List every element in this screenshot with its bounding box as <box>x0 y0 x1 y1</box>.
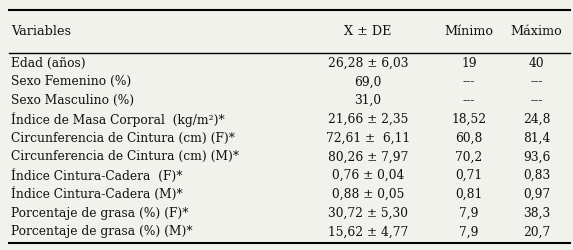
Text: 40: 40 <box>529 57 544 70</box>
Text: Mínimo: Mínimo <box>445 25 493 38</box>
Text: 15,62 ± 4,77: 15,62 ± 4,77 <box>328 226 408 238</box>
Text: Circunferencia de Cintura (cm) (M)*: Circunferencia de Cintura (cm) (M)* <box>11 150 240 164</box>
Text: 60,8: 60,8 <box>456 132 482 144</box>
Text: Sexo Femenino (%): Sexo Femenino (%) <box>11 75 132 88</box>
Text: 38,3: 38,3 <box>523 206 550 220</box>
Text: 69,0: 69,0 <box>354 75 382 88</box>
Text: 30,72 ± 5,30: 30,72 ± 5,30 <box>328 206 408 220</box>
Text: X ± DE: X ± DE <box>344 25 392 38</box>
Text: 81,4: 81,4 <box>523 132 550 144</box>
Text: 18,52: 18,52 <box>452 113 486 126</box>
Text: 0,76 ± 0,04: 0,76 ± 0,04 <box>332 169 404 182</box>
Text: Edad (años): Edad (años) <box>11 57 86 70</box>
Text: Porcentaje de grasa (%) (F)*: Porcentaje de grasa (%) (F)* <box>11 206 189 220</box>
Text: ---: --- <box>463 75 475 88</box>
Text: Índice de Masa Corporal  (kg/m²)*: Índice de Masa Corporal (kg/m²)* <box>11 112 225 127</box>
Text: 0,83: 0,83 <box>523 169 550 182</box>
Text: 7,9: 7,9 <box>460 226 479 238</box>
Text: 80,26 ± 7,97: 80,26 ± 7,97 <box>328 150 408 164</box>
Text: Índice Cintura-Cadera (M)*: Índice Cintura-Cadera (M)* <box>11 187 183 202</box>
Text: 31,0: 31,0 <box>355 94 382 107</box>
Text: 72,61 ±  6,11: 72,61 ± 6,11 <box>326 132 410 144</box>
Text: 0,71: 0,71 <box>456 169 482 182</box>
Text: ---: --- <box>463 94 475 107</box>
Text: Porcentaje de grasa (%) (M)*: Porcentaje de grasa (%) (M)* <box>11 226 193 238</box>
Text: 70,2: 70,2 <box>456 150 482 164</box>
Text: Sexo Masculino (%): Sexo Masculino (%) <box>11 94 135 107</box>
Text: 20,7: 20,7 <box>523 226 550 238</box>
Text: 7,9: 7,9 <box>460 206 479 220</box>
Text: 24,8: 24,8 <box>523 113 550 126</box>
Text: 26,28 ± 6,03: 26,28 ± 6,03 <box>328 57 408 70</box>
Text: 0,81: 0,81 <box>456 188 482 201</box>
Text: 0,88 ± 0,05: 0,88 ± 0,05 <box>332 188 404 201</box>
Text: Circunferencia de Cintura (cm) (F)*: Circunferencia de Cintura (cm) (F)* <box>11 132 236 144</box>
Text: ---: --- <box>530 75 543 88</box>
Text: ---: --- <box>530 94 543 107</box>
Text: 93,6: 93,6 <box>523 150 550 164</box>
Text: Índice Cintura-Cadera  (F)*: Índice Cintura-Cadera (F)* <box>11 168 183 183</box>
Text: 0,97: 0,97 <box>523 188 550 201</box>
Text: 19: 19 <box>461 57 477 70</box>
Text: Máximo: Máximo <box>511 25 562 38</box>
Text: 21,66 ± 2,35: 21,66 ± 2,35 <box>328 113 408 126</box>
Text: Variables: Variables <box>11 25 72 38</box>
